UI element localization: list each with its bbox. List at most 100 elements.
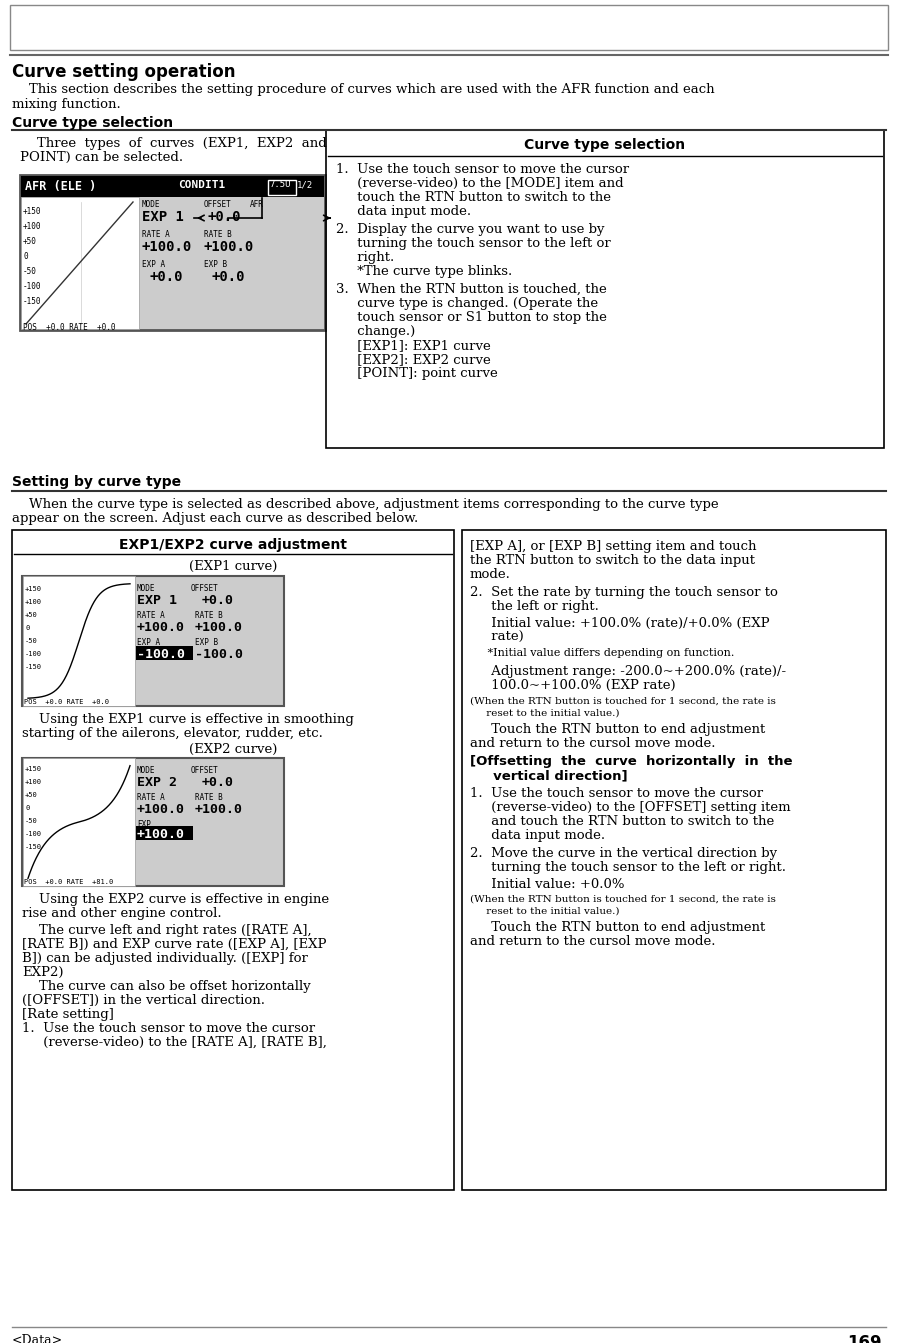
Text: AFR (ELE ): AFR (ELE ) [25,180,96,193]
Text: Curve type selection: Curve type selection [524,138,685,152]
Bar [22,757,284,886]
Text: OFFSET: OFFSET [191,584,219,594]
Bar [12,530,454,1190]
Text: 169: 169 [848,1334,882,1343]
Text: (reverse-video) to the [RATE A], [RATE B],: (reverse-video) to the [RATE A], [RATE B… [22,1035,327,1049]
Text: EXP2): EXP2) [22,966,64,979]
Text: touch the RTN button to switch to the: touch the RTN button to switch to the [336,191,611,204]
Text: vertical direction]: vertical direction] [470,770,628,782]
Text: and return to the cursol move mode.: and return to the cursol move mode. [470,737,716,749]
Text: The curve left and right rates ([RATE A],: The curve left and right rates ([RATE A]… [22,924,312,937]
Text: +100.0: +100.0 [137,829,185,841]
Text: AFR: AFR [250,200,264,210]
Text: touch sensor or S1 button to stop the: touch sensor or S1 button to stop the [336,312,607,324]
Text: starting of the ailerons, elevator, rudder, etc.: starting of the ailerons, elevator, rudd… [22,727,323,740]
Text: -100: -100 [23,282,41,291]
Text: +50: +50 [25,792,38,798]
Text: turning the touch sensor to the left or right.: turning the touch sensor to the left or … [470,861,786,874]
Text: 2.  Display the curve you want to use by: 2. Display the curve you want to use by [336,223,604,236]
Text: POS  +0.0 RATE  +0.0: POS +0.0 RATE +0.0 [24,698,109,705]
Text: 100.0~+100.0% (EXP rate): 100.0~+100.0% (EXP rate) [470,680,675,692]
Text: -50: -50 [23,267,37,277]
Text: [EXP A], or [EXP B] setting item and touch: [EXP A], or [EXP B] setting item and tou… [470,540,756,553]
Text: Initial value: +0.0%: Initial value: +0.0% [470,878,624,890]
Text: EXP1/EXP2 curve adjustment: EXP1/EXP2 curve adjustment [119,539,347,552]
Text: B]) can be adjusted individually. ([EXP] for: B]) can be adjusted individually. ([EXP]… [22,952,308,966]
Text: -150: -150 [23,297,41,306]
Text: +100.0: +100.0 [204,240,254,254]
Text: 2.  Set the rate by turning the touch sensor to: 2. Set the rate by turning the touch sen… [470,586,778,599]
Text: [EXP1]: EXP1 curve: [EXP1]: EXP1 curve [336,338,490,352]
Text: 1/2: 1/2 [297,180,313,189]
Text: -50: -50 [25,638,38,645]
Text: 1.  Use the touch sensor to move the cursor: 1. Use the touch sensor to move the curs… [470,787,763,800]
Text: Curve type selection: Curve type selection [12,115,173,130]
Text: Touch the RTN button to end adjustment: Touch the RTN button to end adjustment [470,723,765,736]
Text: RATE B: RATE B [204,230,232,239]
Text: +100.0: +100.0 [195,803,243,817]
Text: +100: +100 [25,599,42,604]
Text: right.: right. [336,251,394,265]
Text: Using the EXP1 curve is effective in smoothing: Using the EXP1 curve is effective in smo… [22,713,354,727]
Text: CONDIT1: CONDIT1 [178,180,225,189]
Text: +150: +150 [25,586,42,592]
Text: RATE A: RATE A [142,230,170,239]
Text: Touch the RTN button to end adjustment: Touch the RTN button to end adjustment [470,921,765,933]
Bar [326,130,884,449]
Text: -50: -50 [25,818,38,825]
Text: reset to the initial value.): reset to the initial value.) [470,709,620,719]
Text: EXP A: EXP A [137,638,160,647]
Text: Using the EXP2 curve is effective in engine: Using the EXP2 curve is effective in eng… [22,893,330,907]
Text: -150: -150 [25,663,42,670]
Bar [20,175,325,330]
Text: Curve setting operation: Curve setting operation [12,63,235,81]
Text: Initial value: +100.0% (rate)/+0.0% (EXP: Initial value: +100.0% (rate)/+0.0% (EXP [470,616,770,630]
Text: and touch the RTN button to switch to the: and touch the RTN button to switch to th… [470,815,774,829]
Text: turning the touch sensor to the left or: turning the touch sensor to the left or [336,236,611,250]
Text: MODE: MODE [142,200,161,210]
Text: When the curve type is selected as described above, adjustment items correspondi: When the curve type is selected as descr… [12,498,718,510]
Text: MODE: MODE [137,766,155,775]
Text: mode.: mode. [470,568,511,582]
Text: reset to the initial value.): reset to the initial value.) [470,907,620,916]
Text: POINT) can be selected.: POINT) can be selected. [20,150,183,164]
Text: Setting by curve type: Setting by curve type [12,475,181,489]
Text: rate): rate) [470,631,524,645]
Text: 7.5U: 7.5U [269,180,290,189]
Text: +0.0: +0.0 [202,776,234,788]
Text: (When the RTN button is touched for 1 second, the rate is: (When the RTN button is touched for 1 se… [470,894,776,904]
Text: +0.0: +0.0 [150,270,183,283]
Text: (When the RTN button is touched for 1 second, the rate is: (When the RTN button is touched for 1 se… [470,697,776,706]
Text: change.): change.) [336,325,415,338]
Text: ([OFFSET]) in the vertical direction.: ([OFFSET]) in the vertical direction. [22,994,265,1007]
Text: +50: +50 [23,236,37,246]
Text: (reverse-video) to the [OFFSET] setting item: (reverse-video) to the [OFFSET] setting … [470,800,790,814]
Text: +150: +150 [23,207,41,216]
Text: OFFSET: OFFSET [191,766,219,775]
Text: +100.0: +100.0 [142,240,192,254]
Text: 2.  Move the curve in the vertical direction by: 2. Move the curve in the vertical direct… [470,847,777,860]
Text: [Rate setting]: [Rate setting] [22,1009,114,1021]
Text: [Offsetting  the  curve  horizontally  in  the: [Offsetting the curve horizontally in th… [470,755,793,768]
Bar [23,757,135,886]
Text: data input mode.: data input mode. [336,205,471,218]
Text: EXP B: EXP B [204,261,227,269]
Text: *Initial value differs depending on function.: *Initial value differs depending on func… [470,649,735,658]
Text: (EXP1 curve): (EXP1 curve) [189,560,277,573]
Text: +100: +100 [23,222,41,231]
Text: EXP A: EXP A [142,261,165,269]
Text: mixing function.: mixing function. [12,98,120,111]
Text: and return to the cursol move mode.: and return to the cursol move mode. [470,935,716,948]
Text: 0: 0 [23,252,28,261]
Text: the RTN button to switch to the data input: the RTN button to switch to the data inp… [470,555,755,567]
Text: +100.0: +100.0 [137,803,185,817]
Text: <Data>: <Data> [12,1334,63,1343]
Bar [23,576,135,706]
Text: -100: -100 [25,831,42,837]
Text: EXP 1: EXP 1 [142,210,184,224]
Text: (reverse-video) to the [MODE] item and: (reverse-video) to the [MODE] item and [336,177,623,189]
Text: EXP: EXP [137,821,151,829]
Text: appear on the screen. Adjust each curve as described below.: appear on the screen. Adjust each curve … [12,512,418,525]
Text: [POINT]: point curve: [POINT]: point curve [336,367,497,380]
Text: EXP 2: EXP 2 [137,776,177,788]
